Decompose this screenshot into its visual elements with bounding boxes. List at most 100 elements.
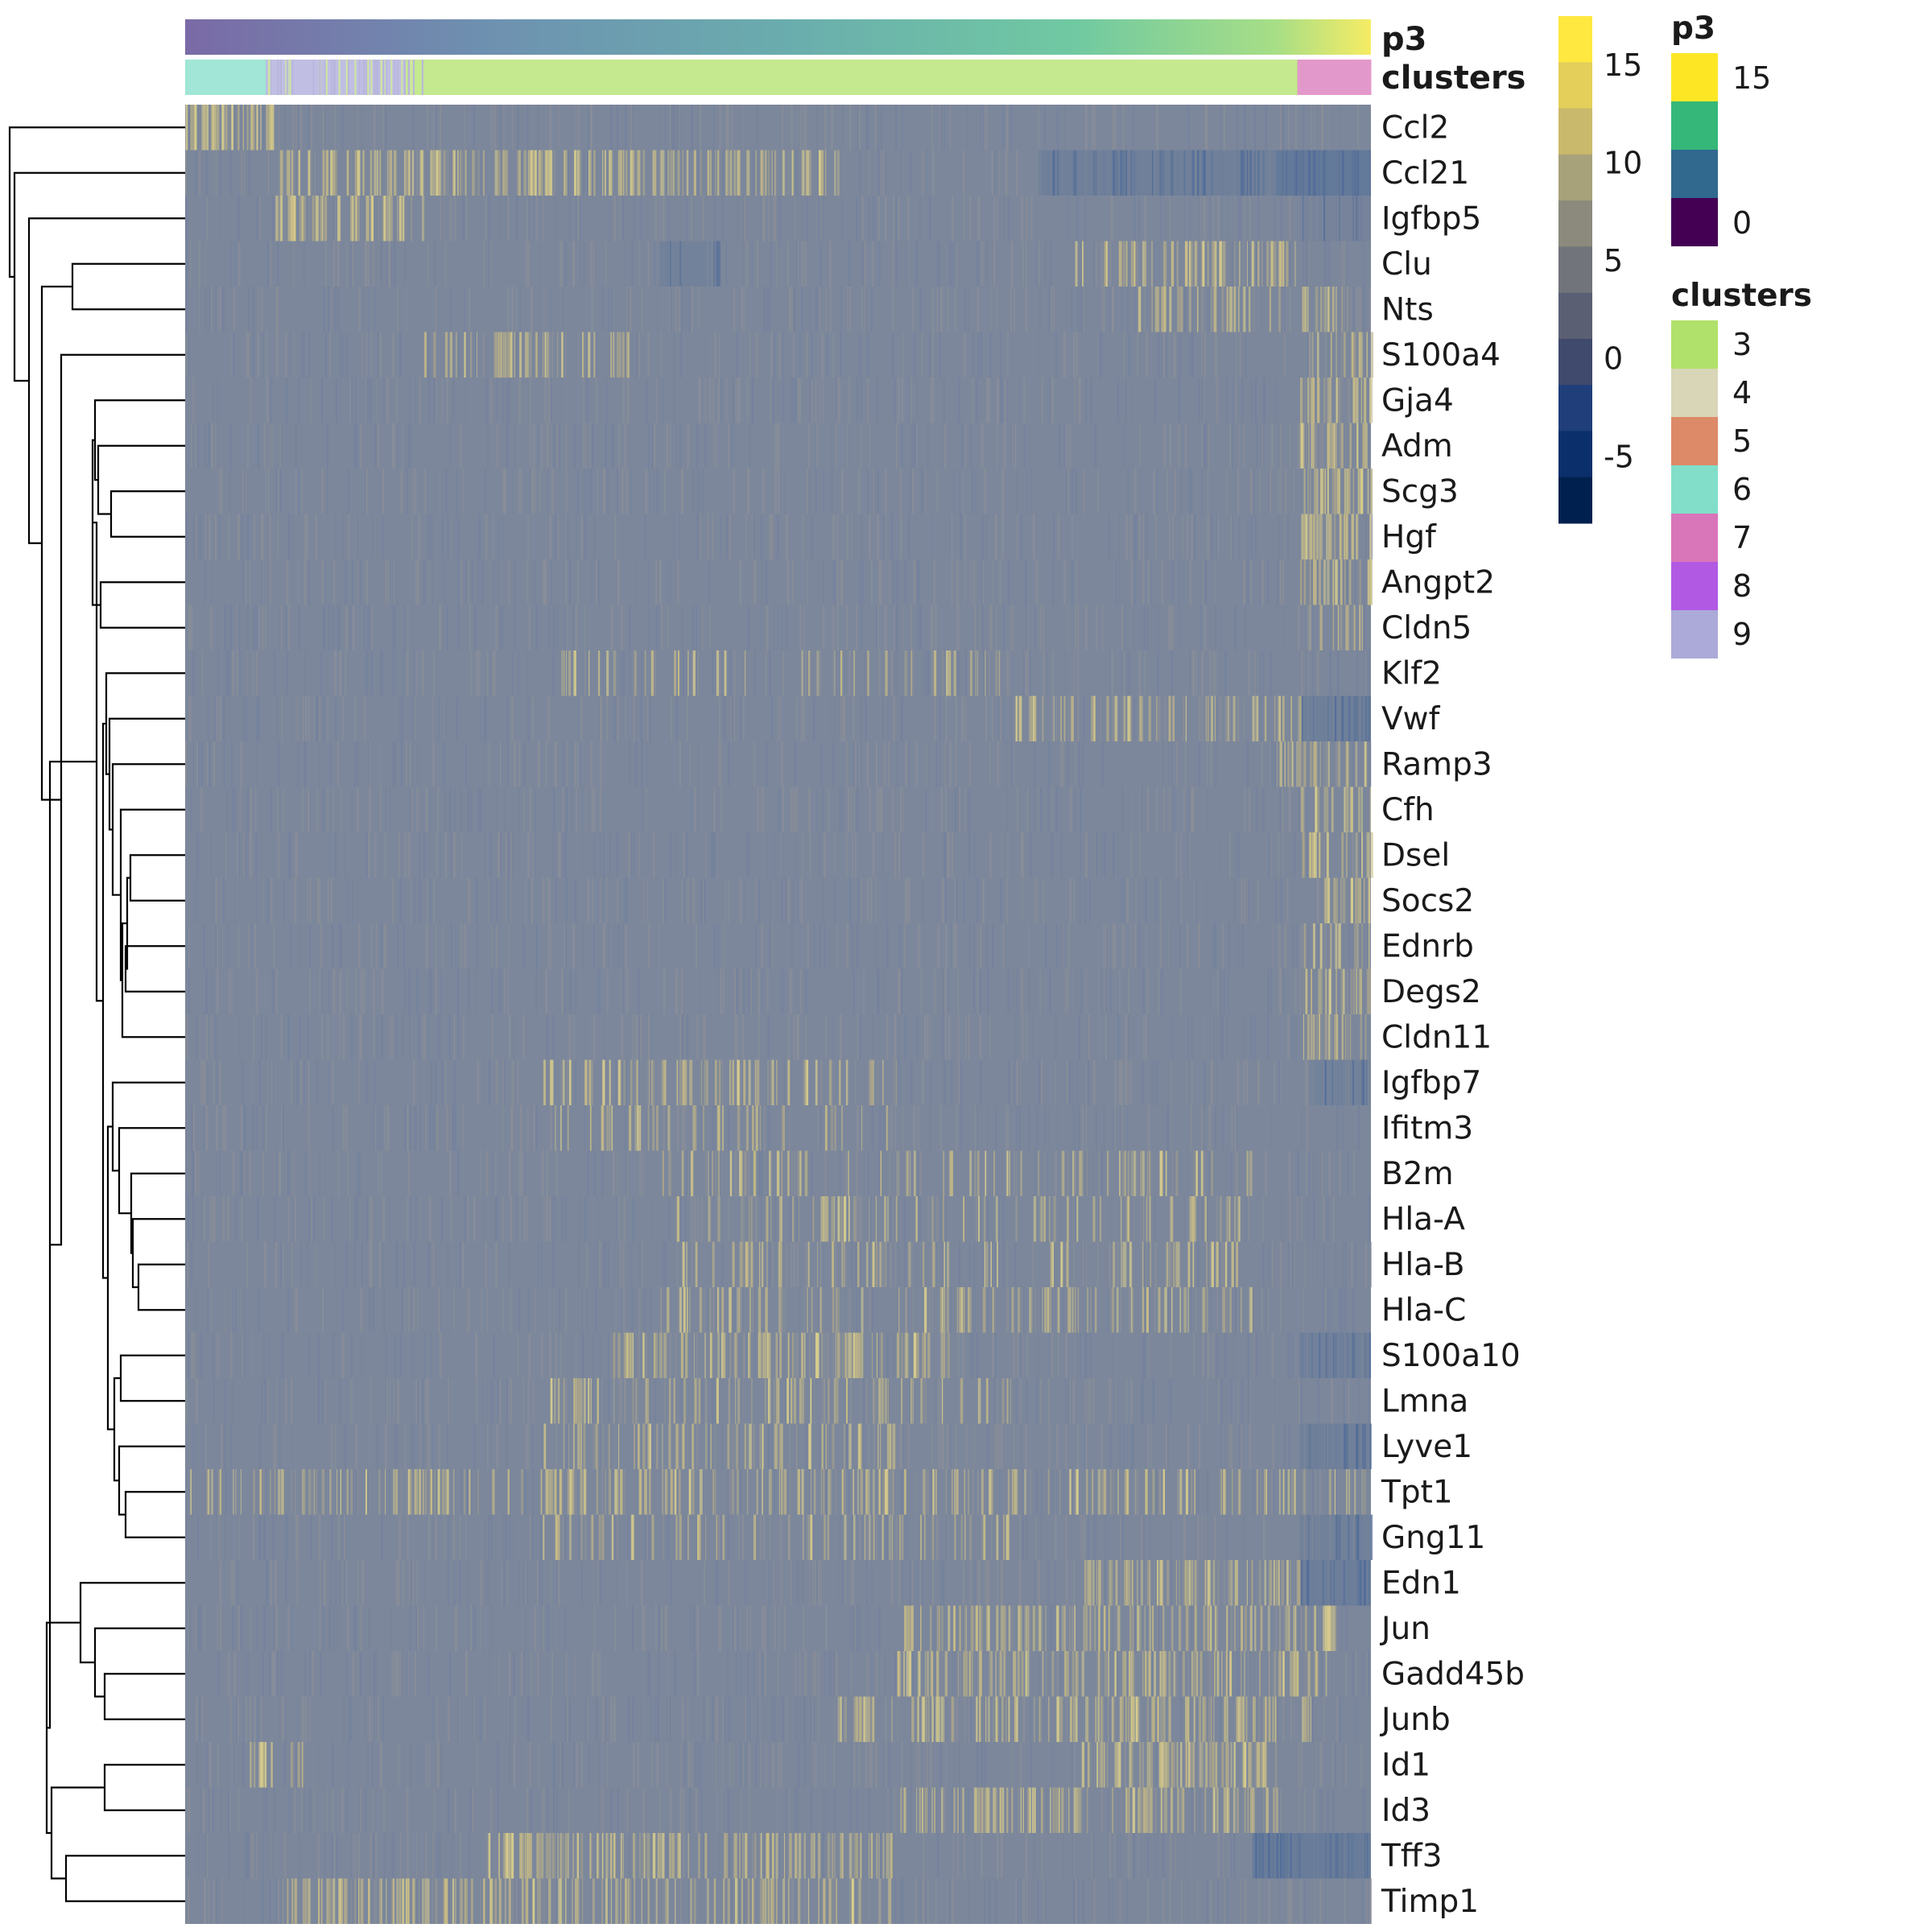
dendrogram-branch	[40, 285, 72, 801]
clusters-speckle	[334, 60, 336, 95]
clusters-speckle	[347, 60, 349, 95]
clusters-speckle	[279, 60, 282, 95]
row-label-B2m: B2m	[1381, 1156, 1454, 1192]
heatmap-row-Klf2	[192, 650, 1370, 696]
dendrogram-branch	[71, 262, 185, 311]
heatmap-row-Lyve1	[192, 1423, 1372, 1469]
clusters-speckle	[370, 60, 373, 95]
heatmap-row-Igfbp7	[200, 1059, 1371, 1105]
heatmap-row-Igfbp5	[185, 196, 1371, 242]
heatmap-row-B2m	[191, 1150, 1366, 1196]
clusters-legend-swatch-7	[1671, 514, 1718, 562]
row-label-Tpt1: Tpt1	[1381, 1474, 1453, 1510]
dendrogram-branch	[124, 945, 185, 993]
heatmap-row-Tff3	[197, 1833, 1371, 1879]
heatmap-colorbar-step	[1558, 16, 1592, 63]
dendrogram-branch	[130, 1172, 185, 1254]
clusters-speckle	[312, 60, 315, 95]
clusters-speckle	[365, 60, 368, 95]
heatmap-colorbar-step	[1558, 338, 1592, 386]
heatmap-row-Degs2	[188, 968, 1371, 1014]
p3-legend-tick: 0	[1732, 205, 1752, 241]
dendrogram-branch	[50, 353, 185, 1246]
row-label-S100a4: S100a4	[1381, 337, 1501, 374]
clusters-legend-swatch-6	[1671, 465, 1718, 514]
clusters-legend-swatch-9	[1671, 610, 1718, 658]
clusters-speckle	[404, 60, 407, 95]
heatmap-colorbar-tick: 5	[1604, 243, 1623, 279]
heatmap-row-Ifitm3	[191, 1105, 1360, 1151]
clusters-speckle	[354, 60, 357, 95]
clusters-segment-3	[404, 60, 1298, 95]
heatmap-colorbar-step	[1558, 62, 1592, 109]
heatmap-colorbar-step	[1558, 292, 1592, 340]
heatmap-row-Lmna	[186, 1378, 1370, 1424]
row-label-Hla-B: Hla-B	[1381, 1247, 1465, 1283]
clusters-speckle	[332, 60, 335, 95]
clusters-speckle	[338, 60, 341, 95]
clusters-speckle	[382, 60, 385, 95]
p3-legend-swatch	[1671, 150, 1718, 198]
dendrogram-branch	[118, 1127, 185, 1215]
heatmap-row-Hla-A	[188, 1196, 1371, 1242]
clusters-legend-label-7: 7	[1732, 520, 1752, 555]
heatmap-row-Tpt1	[190, 1469, 1366, 1515]
p3-legend-swatch	[1671, 101, 1718, 150]
heatmap-colorbar-tick: 0	[1604, 341, 1623, 377]
row-label-Tff3: Tff3	[1381, 1838, 1443, 1874]
row-label-Dsel: Dsel	[1381, 837, 1450, 873]
clusters-speckle	[374, 60, 376, 95]
row-label-Degs2: Degs2	[1381, 974, 1481, 1010]
clusters-legend-label-9: 9	[1732, 617, 1752, 652]
row-label-Cfh: Cfh	[1381, 792, 1435, 828]
row-label-Cldn5: Cldn5	[1381, 610, 1472, 646]
heatmap-row-Id1	[196, 1742, 1362, 1788]
dendrogram-branch	[111, 1081, 185, 1172]
clusters-speckle	[375, 60, 378, 95]
clusters-segment-6	[185, 60, 266, 95]
heatmap-row-Gng11	[185, 1514, 1373, 1560]
row-label-Lyve1: Lyve1	[1381, 1429, 1472, 1465]
row-label-Igfbp5: Igfbp5	[1381, 200, 1481, 237]
row-label-Ednrb: Ednrb	[1381, 928, 1474, 964]
row-label-Adm: Adm	[1381, 428, 1453, 464]
clusters-legend-label-8: 8	[1732, 568, 1752, 604]
clusters-legend-label-5: 5	[1732, 423, 1752, 459]
row-label-Vwf: Vwf	[1381, 701, 1441, 737]
clusters-annotation-label: clusters	[1381, 60, 1526, 97]
row-label-Junb: Junb	[1379, 1702, 1451, 1738]
clusters-speckle	[401, 60, 403, 95]
dendrogram-branch	[79, 1582, 185, 1664]
heatmap-row-Jun	[188, 1605, 1348, 1651]
heatmap-row-Dsel	[196, 832, 1373, 878]
heatmap-row-Hla-C	[195, 1287, 1355, 1333]
clusters-speckle	[377, 60, 379, 95]
heatmap-row-Hgf	[185, 514, 1373, 559]
clusters-speckle	[268, 60, 270, 95]
clusters-legend-label-3: 3	[1732, 327, 1752, 362]
heatmap-row-Ccl2	[185, 105, 1360, 151]
heatmap-colorbar-step	[1558, 477, 1592, 524]
heatmap-row-Gja4	[192, 378, 1373, 423]
clusters-speckle	[384, 60, 386, 95]
clusters-speckle	[410, 60, 412, 95]
dendrogram-branch	[121, 922, 185, 1038]
row-label-Cldn11: Cldn11	[1381, 1019, 1492, 1055]
heatmap-row-Gadd45b	[217, 1651, 1370, 1697]
clusters-legend-label-6: 6	[1732, 472, 1752, 507]
row-label-Gadd45b: Gadd45b	[1381, 1656, 1525, 1692]
clusters-speckle	[380, 60, 382, 95]
heatmap-row-Ccl21	[185, 150, 1371, 196]
legends: 15 10 5 0 -5 p3 15 0 clusters 3 4 5 6 7 8 9	[1558, 10, 1812, 658]
clusters-speckle	[413, 60, 415, 95]
row-label-Edn1: Edn1	[1381, 1565, 1461, 1601]
row-label-Hla-A: Hla-A	[1381, 1201, 1465, 1237]
clusters-speckle	[325, 60, 328, 95]
heatmap-row-Angpt2	[204, 559, 1373, 605]
row-label-Hla-C: Hla-C	[1381, 1292, 1466, 1328]
heatmap-row-Scg3	[218, 469, 1373, 514]
dendrogram-branch	[131, 1218, 185, 1289]
p3-annotation-label: p3	[1381, 21, 1426, 58]
